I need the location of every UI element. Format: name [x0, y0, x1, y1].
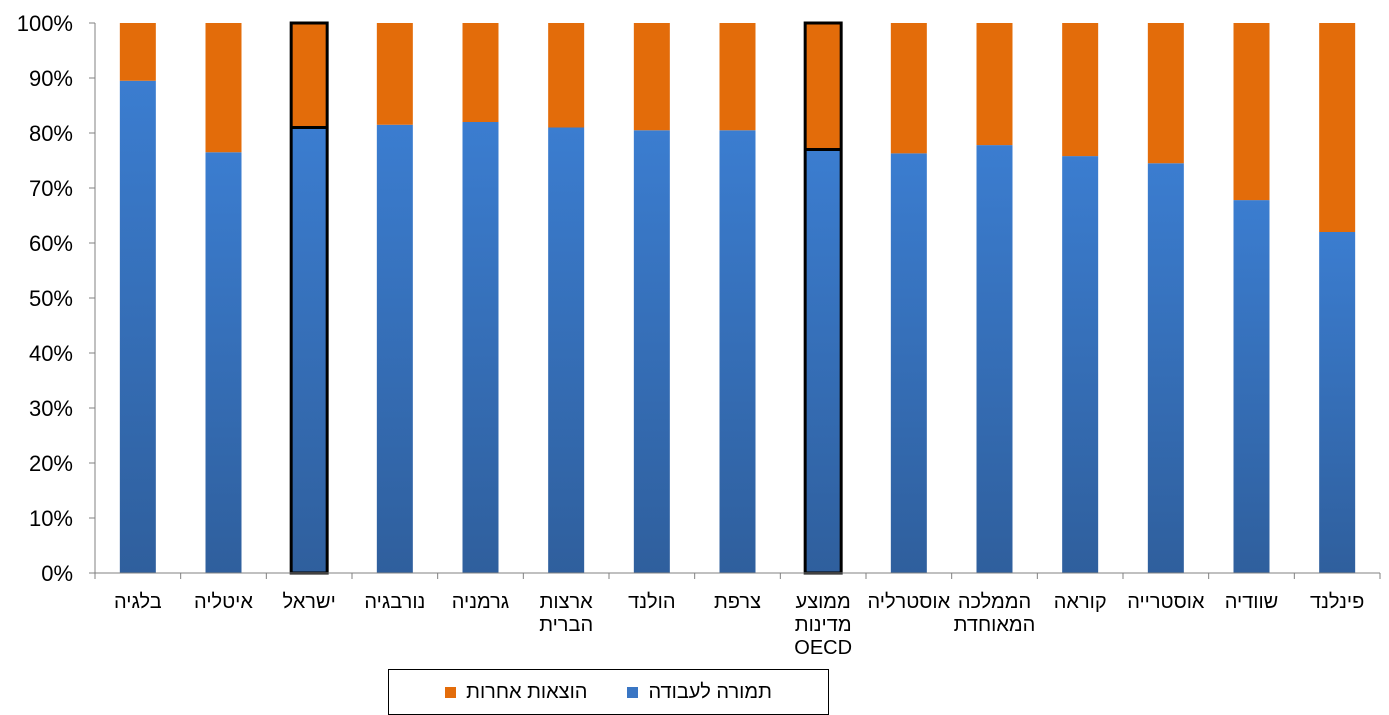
bar-group — [890, 23, 927, 573]
bar-other — [1233, 23, 1270, 201]
bar-group — [1233, 23, 1270, 573]
legend: תמורה לעבודה הוצאות אחרות — [388, 669, 829, 715]
bar-labor — [1147, 163, 1184, 573]
bar-labor — [1062, 156, 1099, 573]
bar-labor — [548, 127, 585, 573]
y-tick-label: 80% — [29, 121, 73, 146]
bar-other — [1062, 23, 1099, 157]
bar-labor — [291, 127, 328, 573]
y-tick-label: 0% — [41, 561, 73, 586]
x-tick-label: שוודיה — [1225, 591, 1279, 613]
bar-group — [119, 23, 156, 573]
legend-label-labor: תמורה לעבודה — [648, 680, 772, 703]
bar-other — [205, 23, 242, 153]
x-tick-label: בלגיה — [114, 591, 162, 613]
bar-other — [548, 23, 585, 128]
y-tick-label: 70% — [29, 176, 73, 201]
y-tick-label: 50% — [29, 286, 73, 311]
legend-swatch-other — [445, 686, 457, 698]
bar-group — [376, 23, 413, 573]
bar-labor — [805, 149, 842, 573]
x-tick-label: ארצות הברית — [539, 591, 593, 636]
x-tick-label: הממלכה המאוחדת — [954, 591, 1036, 636]
y-tick-label: 20% — [29, 451, 73, 476]
bar-other — [1147, 23, 1184, 164]
x-tick-label: גרמניה — [452, 591, 510, 613]
bar-group — [1319, 23, 1356, 573]
bars — [119, 21, 1356, 575]
y-tick-label: 90% — [29, 66, 73, 91]
bar-labor — [376, 124, 413, 573]
bar-labor — [1319, 232, 1356, 573]
y-tick-label: 100% — [17, 11, 73, 36]
bar-other — [291, 23, 328, 128]
x-axis: בלגיה איטליה ישראל נורבגיה גרמניה ארצות הברית ה… — [94, 572, 1381, 659]
bar-labor — [119, 80, 156, 573]
x-tick-label: צרפת — [714, 591, 761, 613]
bar-other — [890, 23, 927, 154]
bar-group — [633, 23, 670, 573]
bar-group — [803, 21, 843, 575]
bar-group — [289, 21, 329, 575]
x-tick-label: ישראל — [283, 591, 336, 613]
bar-labor — [1233, 200, 1270, 573]
bar-other — [376, 23, 413, 125]
y-tick-label: 40% — [29, 341, 73, 366]
bar-group — [462, 23, 499, 573]
y-tick-label: 30% — [29, 396, 73, 421]
x-tick-label: אוסטרייה — [1127, 591, 1205, 613]
bar-labor — [462, 122, 499, 573]
bar-group — [719, 23, 756, 573]
bar-other — [976, 23, 1013, 146]
legend-label-other: הוצאות אחרות — [466, 680, 588, 703]
x-tick-label: נורבגיה — [364, 591, 425, 613]
bar-labor — [890, 153, 927, 573]
x-tick-label: פינלנד — [1310, 591, 1364, 613]
bar-group — [1062, 23, 1099, 573]
bar-labor — [976, 145, 1013, 573]
bar-labor — [205, 152, 242, 573]
bar-other — [805, 23, 842, 150]
bar-group — [976, 23, 1013, 573]
y-tick-label: 10% — [29, 506, 73, 531]
bar-other — [719, 23, 756, 131]
x-tick-label: ממוצע מדינות OECD — [794, 591, 852, 659]
bar-labor — [719, 130, 756, 573]
legend-swatch-labor — [627, 686, 639, 698]
y-axis: 0% 10% 20% 30% 40% 50% 60% 70% 80% 90% 100% — [17, 11, 96, 586]
bar-labor — [633, 130, 670, 573]
bar-other — [1319, 23, 1356, 232]
x-tick-label: איטליה — [194, 591, 253, 613]
legend-item-other: הוצאות אחרות — [445, 681, 587, 704]
x-tick-label: קוראה — [1054, 591, 1107, 613]
x-tick-label: אוסטרליה — [867, 591, 950, 613]
bar-group — [205, 23, 242, 573]
bar-other — [633, 23, 670, 131]
x-tick-label: הולנד — [628, 591, 675, 613]
bar-group — [548, 23, 585, 573]
y-tick-label: 60% — [29, 231, 73, 256]
bar-group — [1147, 23, 1184, 573]
bar-other — [119, 23, 156, 81]
bar-other — [462, 23, 499, 122]
legend-item-labor: תמורה לעבודה — [627, 680, 772, 704]
